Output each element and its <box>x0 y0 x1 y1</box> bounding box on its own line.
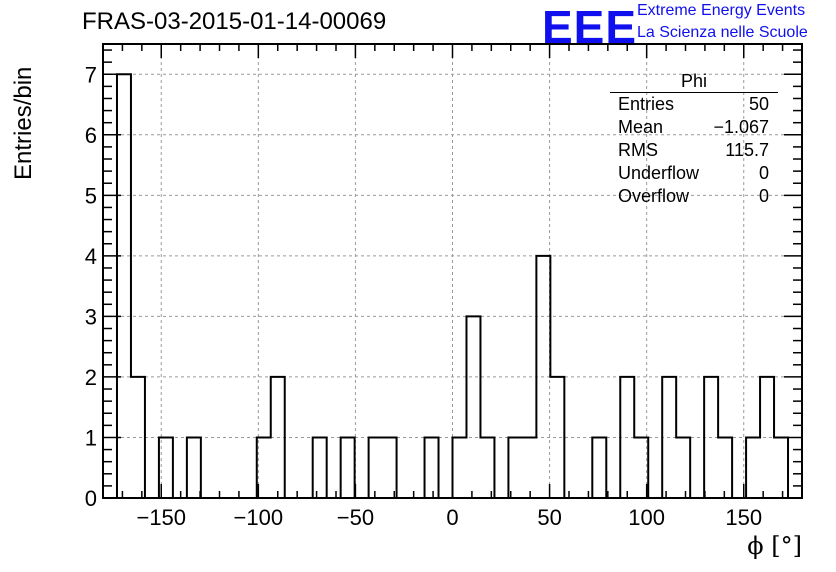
stats-value: −1.067 <box>713 117 769 137</box>
y-tick-label: 1 <box>85 425 97 450</box>
histogram-bin <box>117 74 131 498</box>
histogram-bin <box>522 437 536 498</box>
logo-subtitle-2: La Scienza nelle Scuole <box>637 24 808 41</box>
stats-row-rms: RMS 115.7 <box>610 139 778 162</box>
histogram-bin <box>425 437 439 498</box>
histogram-bin <box>592 437 606 498</box>
y-tick-label: 6 <box>85 123 97 148</box>
y-tick-label: 4 <box>85 244 97 269</box>
stats-label: Underflow <box>618 163 700 183</box>
histogram-bin <box>313 437 327 498</box>
histogram-bin <box>718 437 732 498</box>
stats-value: 115.7 <box>725 140 769 160</box>
x-tick-labels: −150 −100 −50 0 50 100 150 <box>136 505 762 530</box>
x-tick-label: −150 <box>136 505 186 530</box>
x-tick-label: 100 <box>628 505 665 530</box>
stats-value: 50 <box>748 94 769 114</box>
stats-row-mean: Mean −1.067 <box>610 116 778 139</box>
y-tick-label: 3 <box>85 304 97 329</box>
histogram-bin <box>774 437 788 498</box>
x-tick-label: −100 <box>234 505 284 530</box>
stats-value: 0 <box>758 163 769 183</box>
stats-row-overflow: Overflow 0 <box>610 185 778 208</box>
stats-label: Mean <box>618 117 664 137</box>
histogram-bin <box>508 437 522 498</box>
histogram-bin <box>453 437 467 498</box>
x-tick-label: 50 <box>537 505 561 530</box>
y-tick-label: 5 <box>85 183 97 208</box>
y-tick-label: 7 <box>85 62 97 87</box>
stats-box: Phi Entries 50 Mean −1.067 RMS 115.7 Und… <box>610 70 778 208</box>
stats-row-underflow: Underflow 0 <box>610 162 778 185</box>
x-tick-label: −50 <box>337 505 374 530</box>
histogram-bin <box>383 437 397 498</box>
y-tick-label: 2 <box>85 365 97 390</box>
stats-label: RMS <box>618 140 658 160</box>
stats-label: Entries <box>618 94 675 114</box>
axis-ticks <box>103 44 802 499</box>
histogram-bin <box>187 437 201 498</box>
histogram-bin <box>466 316 480 498</box>
histogram-bin <box>676 437 690 498</box>
histogram-bin <box>369 437 383 498</box>
stats-row-entries: Entries 50 <box>610 93 778 116</box>
stats-value: 0 <box>758 186 769 206</box>
stats-label: Overflow <box>618 186 690 206</box>
stats-title: Phi <box>610 70 778 93</box>
chart-title: FRAS-03-2015-01-14-00069 <box>82 8 387 35</box>
logo-subtitle-1: Extreme Energy Events <box>637 2 806 19</box>
x-tick-label: 150 <box>725 505 762 530</box>
histogram-bin <box>341 437 355 498</box>
histogram-bin <box>550 377 564 498</box>
x-tick-label: 0 <box>446 505 458 530</box>
histogram-bin <box>746 437 760 498</box>
eee-logo: EEE <box>542 1 638 53</box>
x-axis-label: ϕ [°] <box>747 532 802 560</box>
y-tick-labels: 0 1 2 3 4 5 6 7 <box>85 62 97 511</box>
y-axis-label: Entries/bin <box>10 66 37 180</box>
y-tick-label: 0 <box>85 486 97 511</box>
histogram-bin <box>480 437 494 498</box>
